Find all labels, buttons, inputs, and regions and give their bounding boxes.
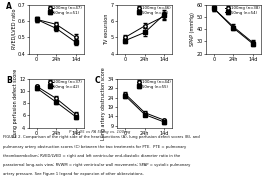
Text: artery pressure. See Figure 1 legend for expansion of other abbreviations.: artery pressure. See Figure 1 legend for… bbox=[3, 172, 144, 176]
Legend: 100mg (n=47), 50mg (n=51): 100mg (n=47), 50mg (n=51) bbox=[47, 5, 83, 15]
Text: thromboembolism; RVED/LVED = right and left ventricular end-diastolic diameter r: thromboembolism; RVED/LVED = right and l… bbox=[3, 154, 180, 158]
Text: A: A bbox=[6, 2, 12, 11]
Text: C: C bbox=[94, 76, 100, 85]
Text: FIGURE 2. Comparison of the right side of the heart functions (A), lung perfusio: FIGURE 2. Comparison of the right side o… bbox=[3, 135, 199, 139]
Y-axis label: RVED/LVED ratio: RVED/LVED ratio bbox=[11, 9, 16, 49]
Text: pulmonary artery obstruction scores (C) between the two treatments for PTE.  PTE: pulmonary artery obstruction scores (C) … bbox=[3, 145, 186, 149]
Y-axis label: Lung artery obstruction score: Lung artery obstruction score bbox=[101, 67, 106, 140]
Legend: 100mg (n=46), 50mg (n=49): 100mg (n=46), 50mg (n=49) bbox=[136, 5, 172, 15]
Text: P <0.05 vs PA 50mg vs. 100mg: P <0.05 vs PA 50mg vs. 100mg bbox=[69, 130, 130, 134]
Y-axis label: Lung perfusion defect score: Lung perfusion defect score bbox=[13, 69, 18, 137]
Legend: 100mg (n=38), 50mg (n=54): 100mg (n=38), 50mg (n=54) bbox=[225, 5, 260, 15]
Legend: 100mg (n=37), 50mg (n=42): 100mg (n=37), 50mg (n=42) bbox=[47, 79, 83, 89]
Y-axis label: TV excursion: TV excursion bbox=[105, 13, 110, 45]
Text: parasternal long-axis view; RVWM = right ventricular wall movements; SPAP = syst: parasternal long-axis view; RVWM = right… bbox=[3, 163, 190, 167]
Text: B: B bbox=[6, 76, 12, 85]
Legend: 100mg (n=44), 50mg (n=55): 100mg (n=44), 50mg (n=55) bbox=[136, 79, 172, 89]
Y-axis label: SPAP (mmHg): SPAP (mmHg) bbox=[190, 12, 195, 46]
